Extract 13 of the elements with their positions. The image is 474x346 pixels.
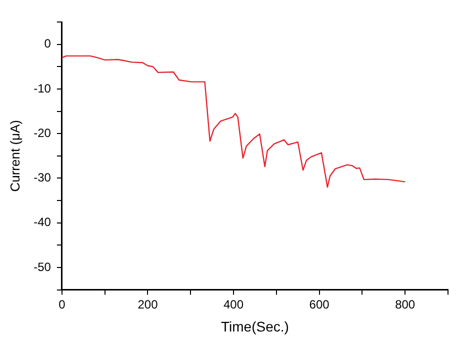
x-tick-label: 0 xyxy=(58,297,66,312)
x-tick-label: 400 xyxy=(224,297,244,312)
y-axis-title: Current (μA) xyxy=(7,120,22,192)
y-tick-label: -40 xyxy=(34,215,52,230)
x-axis-title: Time(Sec.) xyxy=(221,318,289,334)
x-tick-label: 600 xyxy=(309,297,330,312)
y-tick-label: -10 xyxy=(34,81,52,96)
y-tick-label: -50 xyxy=(34,260,52,274)
x-tick-label: 200 xyxy=(138,297,158,312)
y-tick-label: -30 xyxy=(34,170,52,185)
x-tick-label: 800 xyxy=(395,297,416,312)
y-tick-label: -20 xyxy=(34,126,52,140)
y-tick-label: 0 xyxy=(44,36,52,51)
